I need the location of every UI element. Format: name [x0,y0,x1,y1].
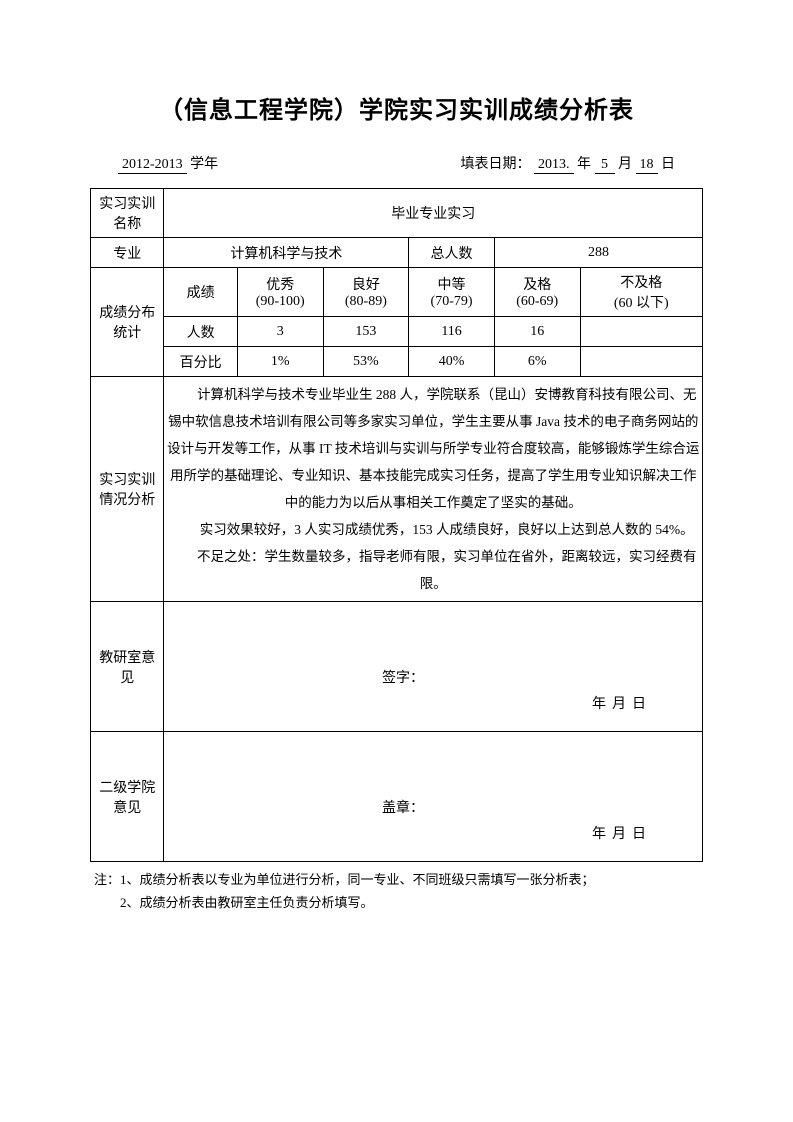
value-major: 计算机科学与技术 [164,238,409,268]
page-title: （信息工程学院）学院实习实训成绩分析表 [90,90,703,125]
pct-excellent: 1% [237,347,323,377]
label-major: 专业 [91,238,164,268]
sign-date: 年月日 [382,692,662,719]
header-good: 良好(80-89) [323,268,409,317]
label-count: 人数 [164,317,237,347]
fill-year-suffix: 年 [577,157,591,172]
pct-good: 53% [323,347,409,377]
value-total: 288 [494,238,702,268]
pct-pass: 6% [494,347,580,377]
count-excellent: 3 [237,317,323,347]
note-2: 2、成绩分析表由教研室主任负责分析填写。 [94,891,703,914]
count-good: 153 [323,317,409,347]
fill-month-suffix: 月 [618,157,632,172]
academic-year-value: 2012-2013 [118,157,187,174]
teaching-opinion-content: 签字： 年月日 [164,602,703,732]
main-table: 实习实训名称 毕业专业实习 专业 计算机科学与技术 总人数 288 成绩分布统计… [90,188,703,862]
label-practice-name: 实习实训名称 [91,189,164,238]
analysis-p1: 计算机科学与技术专业毕业生 288 人，学院联系（昆山）安博教育科技有限公司、无… [166,381,700,516]
analysis-p3: 不足之处：学生数量较多，指导老师有限，实习单位在省外，距离较远，实习经费有限。 [166,543,700,597]
header-excellent: 优秀(90-100) [237,268,323,317]
pct-fail [580,347,702,377]
analysis-content: 计算机科学与技术专业毕业生 288 人，学院联系（昆山）安博教育科技有限公司、无… [164,377,703,602]
college-opinion-content: 盖章： 年月日 [164,732,703,862]
fill-date: 填表日期： 2013. 年 5 月 18 日 [461,153,676,174]
analysis-p2: 实习效果较好，3 人实习成绩优秀，153 人成绩良好，良好以上达到总人数的 54… [166,516,700,543]
pct-medium: 40% [409,347,495,377]
value-practice-name: 毕业专业实习 [164,189,703,238]
header-grade: 成绩 [164,268,237,317]
note-1: 注：1、成绩分析表以专业为单位进行分析，同一专业、不同班级只需填写一张分析表； [94,868,703,891]
label-analysis: 实习实训情况分析 [91,377,164,602]
fill-date-label: 填表日期： [461,157,531,172]
academic-year-suffix: 学年 [190,157,218,172]
label-teaching-opinion: 教研室意见 [91,602,164,732]
fill-year: 2013. [534,157,574,174]
label-college-opinion: 二级学院意见 [91,732,164,862]
count-pass: 16 [494,317,580,347]
label-percent: 百分比 [164,347,237,377]
header-pass: 及格(60-69) [494,268,580,317]
sign-label: 签字： [382,666,662,693]
meta-row: 2012-2013 学年 填表日期： 2013. 年 5 月 18 日 [98,153,695,174]
notes: 注：1、成绩分析表以专业为单位进行分析，同一专业、不同班级只需填写一张分析表； … [90,868,703,915]
count-medium: 116 [409,317,495,347]
fill-month: 5 [595,157,615,174]
seal-date: 年月日 [382,822,662,849]
header-fail: 不及格(60 以下) [580,268,702,317]
label-total: 总人数 [409,238,495,268]
count-fail [580,317,702,347]
academic-year: 2012-2013 学年 [118,153,218,174]
header-medium: 中等(70-79) [409,268,495,317]
fill-day-suffix: 日 [661,157,675,172]
seal-label: 盖章： [382,796,662,823]
fill-day: 18 [636,157,658,174]
label-grade-dist: 成绩分布统计 [91,268,164,377]
